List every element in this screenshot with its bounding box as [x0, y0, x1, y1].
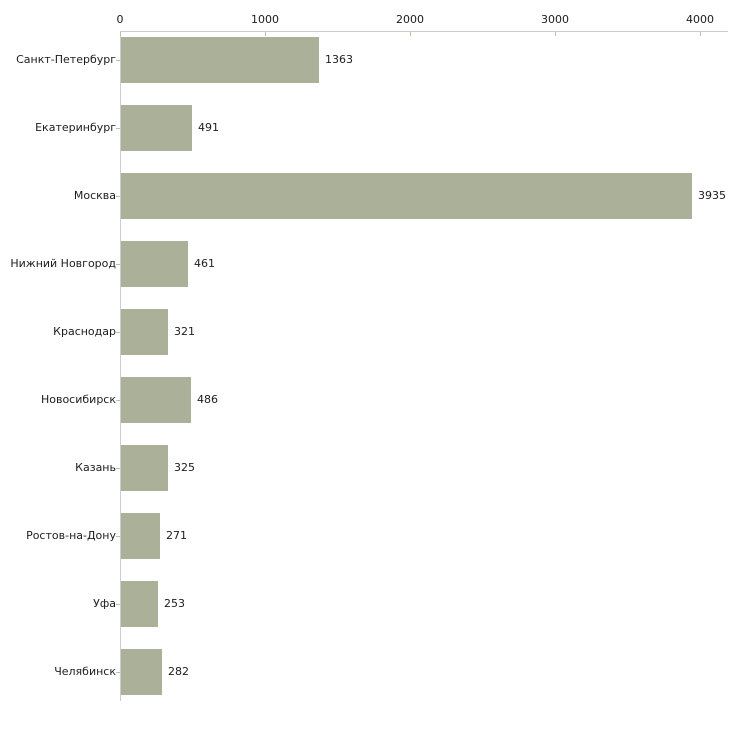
x-tick-label: 3000	[541, 13, 569, 26]
bar	[121, 513, 160, 559]
bar	[121, 37, 319, 83]
x-tick-mark	[120, 32, 121, 36]
y-tick-mark	[116, 196, 120, 197]
y-tick-mark	[116, 400, 120, 401]
y-tick-mark	[116, 332, 120, 333]
bar	[121, 173, 692, 219]
bar	[121, 649, 162, 695]
x-tick-mark	[555, 32, 556, 36]
bar	[121, 377, 191, 423]
x-tick-label: 1000	[251, 13, 279, 26]
x-tick-label: 4000	[686, 13, 714, 26]
value-label: 486	[197, 393, 218, 406]
x-axis-line	[120, 31, 728, 32]
category-label: Санкт-Петербург	[16, 53, 116, 66]
value-label: 321	[174, 325, 195, 338]
category-label: Казань	[75, 461, 116, 474]
bar	[121, 445, 168, 491]
value-label: 282	[168, 665, 189, 678]
category-label: Краснодар	[53, 325, 116, 338]
value-label: 1363	[325, 53, 353, 66]
value-label: 253	[164, 597, 185, 610]
y-tick-mark	[116, 128, 120, 129]
bar	[121, 309, 168, 355]
y-tick-mark	[116, 468, 120, 469]
value-label: 325	[174, 461, 195, 474]
value-label: 271	[166, 529, 187, 542]
category-label: Челябинск	[54, 665, 116, 678]
x-tick-label: 0	[116, 13, 124, 26]
y-tick-mark	[116, 672, 120, 673]
bar	[121, 105, 192, 151]
category-label: Новосибирск	[40, 393, 116, 406]
y-tick-mark	[116, 604, 120, 605]
bar	[121, 581, 158, 627]
category-label: Ростов-на-Дону	[26, 529, 116, 542]
category-label: Екатеринбург	[35, 121, 116, 134]
value-label: 491	[198, 121, 219, 134]
x-tick-mark	[265, 32, 266, 36]
category-label: Нижний Новгород	[10, 257, 116, 270]
y-tick-mark	[116, 60, 120, 61]
y-axis-line	[120, 31, 121, 701]
y-tick-mark	[116, 264, 120, 265]
category-label: Уфа	[93, 597, 116, 610]
category-label: Москва	[73, 189, 116, 202]
bar	[121, 241, 188, 287]
x-tick-mark	[700, 32, 701, 36]
y-tick-mark	[116, 536, 120, 537]
value-label: 3935	[698, 189, 726, 202]
value-label: 461	[194, 257, 215, 270]
x-tick-label: 2000	[396, 13, 424, 26]
x-tick-mark	[410, 32, 411, 36]
